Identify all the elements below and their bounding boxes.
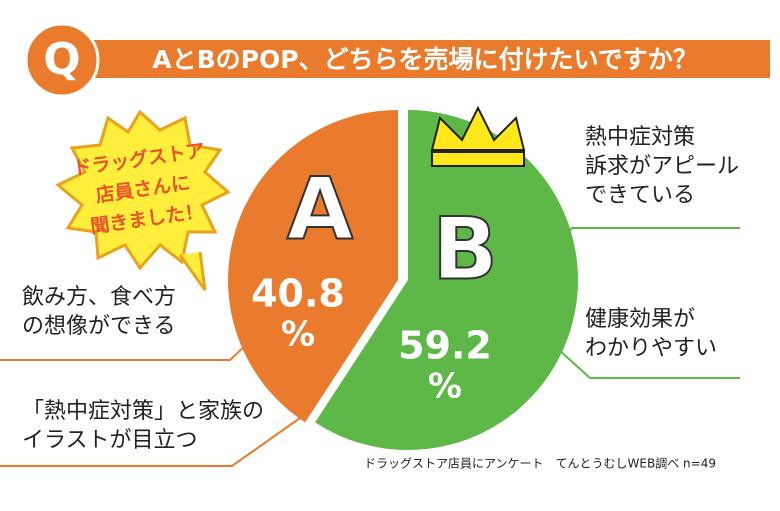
badge-text: Q (43, 34, 80, 85)
source: ドラッグストア店員にアンケート てんとうむしWEB調べ n=49 (364, 457, 716, 471)
reason-text: の想像ができる (22, 314, 176, 339)
leader-line (0, 417, 301, 467)
reason-text: できている (585, 183, 695, 208)
q-badge (24, 22, 100, 98)
reason-text: 飲み方、食べ方 (22, 285, 176, 310)
leader-line (539, 227, 740, 263)
category-label: B (432, 199, 498, 299)
pie-slice (315, 110, 578, 450)
value-label: 40.8 (251, 272, 345, 316)
crown (430, 105, 526, 167)
reason-text: 健康効果が (585, 307, 695, 332)
callout-burst (55, 109, 231, 271)
reason-text: わかりやすい (585, 336, 717, 361)
pie: A 40.8% B 59.2% (0, 109, 740, 467)
leader-line (0, 329, 263, 361)
title-banner (48, 40, 770, 78)
leader-line (547, 339, 740, 379)
callout-tail (178, 251, 207, 291)
value-unit: % (281, 315, 315, 355)
reason-text: 「熱中症対策」と家族の (22, 399, 264, 424)
value-unit: % (428, 367, 462, 407)
pie-slice (227, 109, 398, 423)
category-label: A (287, 159, 354, 259)
value-label: 59.2 (398, 324, 492, 368)
reason-text: イラストが目立つ (22, 428, 198, 453)
reason-text: 熱中症対策 (585, 125, 695, 150)
reason-text: 訴求がアピール (585, 154, 739, 179)
chart-title: AとBのPOP、どちらを売場に付けたいですか？ (152, 45, 698, 74)
